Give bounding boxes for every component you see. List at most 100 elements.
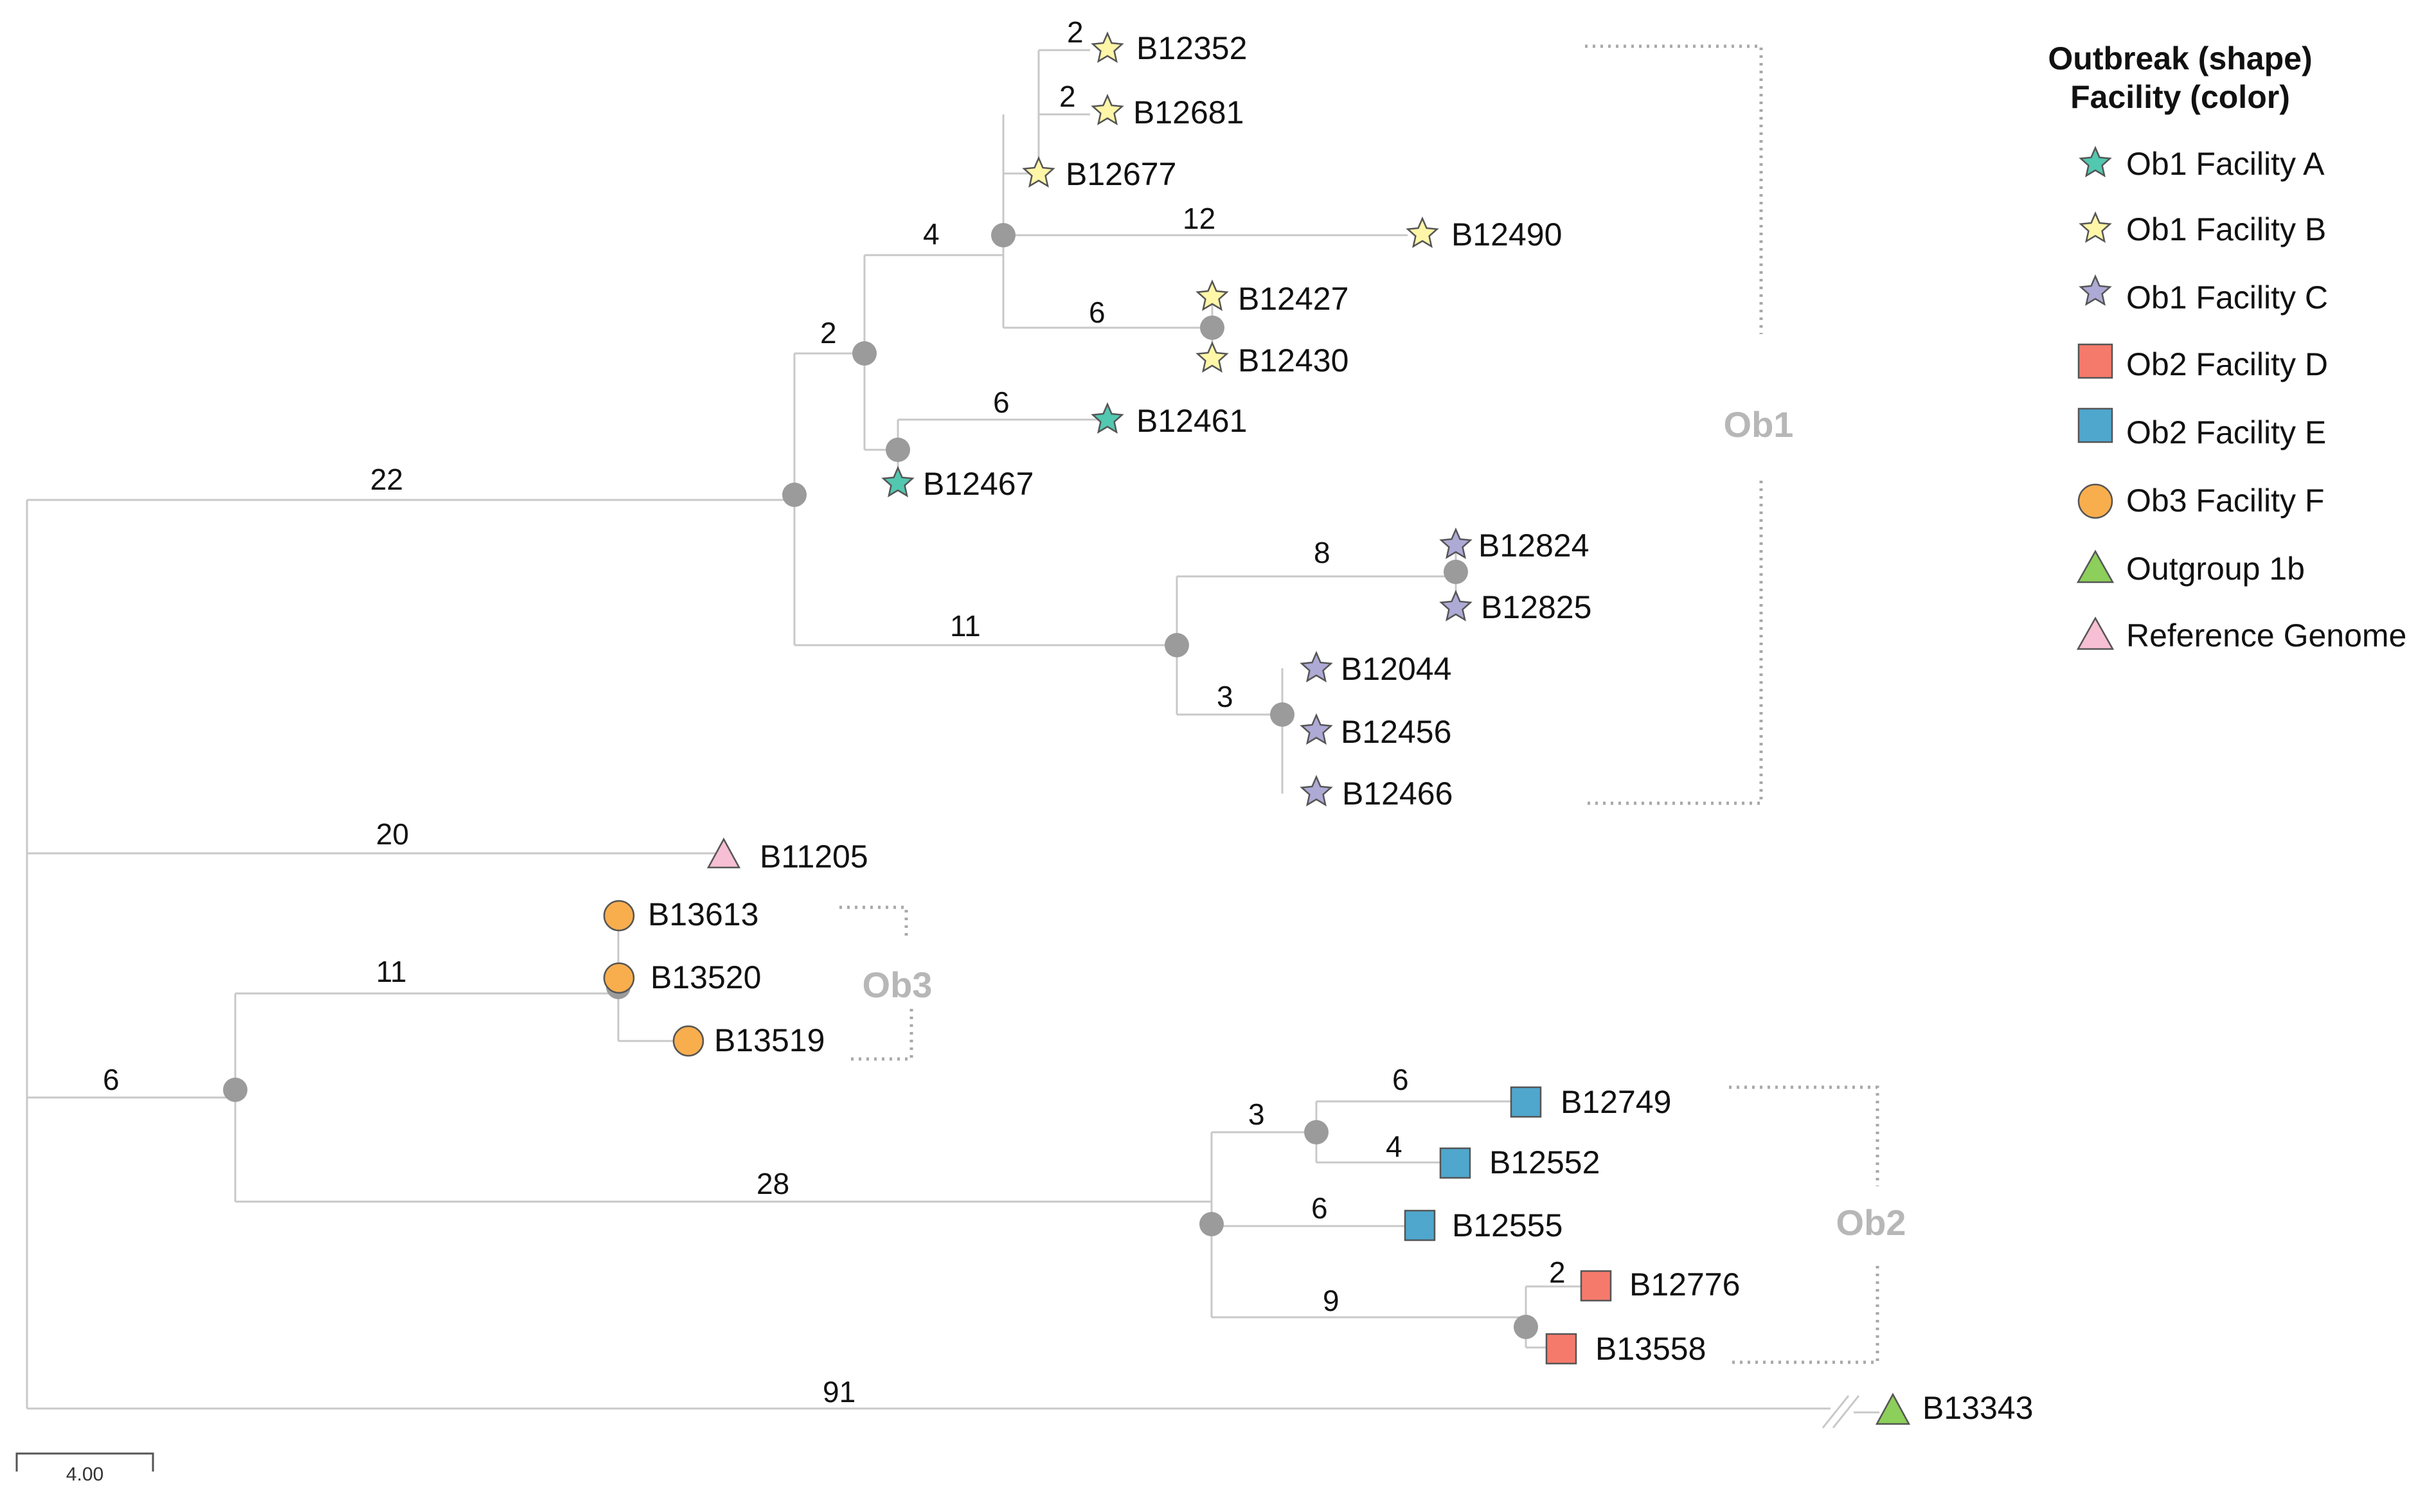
tree-node (223, 1078, 247, 1102)
legend-triangle-marker (2076, 549, 2115, 583)
circle-marker (603, 900, 635, 932)
branch-length-labels: 2 2 4 12 6 2 6 22 8 11 3 20 11 6 6 3 4 2… (103, 15, 1566, 1409)
branch-length: 2 (1059, 80, 1076, 113)
branch-length: 12 (1183, 202, 1215, 235)
branch-length: 11 (950, 609, 981, 643)
legend-label: Ob1 Facility C (2126, 280, 2328, 316)
tip-label: B12555 (1452, 1207, 1563, 1243)
tree-node (1270, 702, 1294, 727)
tip-label: B12427 (1238, 281, 1348, 317)
tip-label: B12677 (1066, 156, 1176, 192)
tree-node (991, 223, 1016, 247)
tree-node (1200, 316, 1224, 340)
tip-label: B12044 (1341, 651, 1451, 687)
branch-length: 8 (1314, 536, 1330, 569)
tip-label: B12749 (1561, 1084, 1671, 1120)
circle-marker (672, 1025, 704, 1057)
square-marker (1439, 1147, 1471, 1179)
star-marker (1022, 156, 1055, 188)
legend-square-marker (2077, 407, 2113, 443)
branch-length: 6 (103, 1063, 120, 1096)
star-marker (1196, 341, 1229, 373)
tip-label: B12825 (1481, 589, 1591, 625)
star-marker (1091, 31, 1124, 63)
star-marker (1300, 650, 1333, 682)
tree-node (1199, 1212, 1224, 1236)
square-marker (1580, 1270, 1612, 1302)
square-marker (1545, 1333, 1577, 1365)
branch-length: 91 (823, 1375, 855, 1409)
legend-star-marker (2079, 274, 2112, 306)
scale-bar: 4.00 (15, 1452, 154, 1485)
group-label-ob2: Ob2 (1836, 1202, 1906, 1243)
tip-label: B12776 (1629, 1267, 1740, 1303)
branch-length: 22 (370, 463, 403, 496)
tip-label: B12490 (1451, 217, 1562, 253)
branch-length: 6 (1089, 296, 1106, 329)
outbreak-brackets: Ob1 Ob3 Ob2 (839, 44, 1906, 1364)
tree-node (782, 483, 807, 507)
tree-node (1444, 560, 1468, 584)
legend-star-marker (2079, 211, 2112, 243)
star-marker (1196, 279, 1229, 311)
branch-length: 2 (1067, 15, 1084, 49)
tip-label: B13343 (1922, 1390, 2033, 1426)
legend-label: Ob3 Facility F (2126, 483, 2324, 519)
legend-title-line1: Outbreak (shape) (2048, 40, 2312, 76)
tip-markers (603, 31, 1911, 1425)
branch-length: 20 (376, 817, 409, 851)
square-marker (1510, 1086, 1542, 1118)
tree-node (852, 341, 877, 366)
triangle-marker (1875, 1392, 1911, 1425)
branch-length: 4 (923, 217, 940, 251)
star-marker (1091, 402, 1124, 434)
square-marker (1404, 1209, 1436, 1241)
legend-square-marker (2077, 343, 2113, 379)
legend-title-line2: Facility (color) (2070, 79, 2290, 115)
star-marker (1406, 216, 1439, 248)
tip-label: B13558 (1595, 1331, 1706, 1367)
legend-label: Outgroup 1b (2126, 551, 2305, 587)
branch-length: 2 (1549, 1256, 1566, 1289)
internal-nodes (223, 223, 1538, 1339)
legend-label: Reference Genome (2126, 618, 2406, 654)
tree-node (1304, 1120, 1329, 1144)
tip-label: B12352 (1136, 30, 1247, 66)
branch-length: 6 (1311, 1191, 1328, 1225)
branch-length: 28 (757, 1167, 789, 1200)
tip-label: B12824 (1478, 528, 1589, 564)
legend: Outbreak (shape) Facility (color) Ob1 Fa… (2048, 40, 2406, 654)
group-label-ob3: Ob3 (863, 965, 933, 1005)
tip-label: B13520 (650, 959, 761, 995)
tip-label: B11205 (760, 839, 868, 875)
star-marker (1300, 774, 1333, 806)
group-label-ob1: Ob1 (1724, 404, 1794, 445)
circle-marker (603, 962, 635, 994)
branch-length: 4 (1386, 1130, 1402, 1163)
legend-label: Ob2 Facility E (2126, 414, 2326, 450)
branch-length: 9 (1323, 1284, 1339, 1317)
legend-triangle-marker (2076, 616, 2115, 650)
star-marker (1439, 527, 1473, 559)
branch-length: 2 (820, 316, 837, 350)
tip-label: B13613 (648, 896, 758, 932)
tree-branches (26, 49, 1879, 1428)
star-marker (881, 465, 915, 497)
tree-node (886, 438, 910, 462)
branch-length: 3 (1248, 1098, 1265, 1131)
branch-length: 6 (1392, 1063, 1409, 1096)
tree-node (1165, 633, 1189, 657)
tip-label: B12461 (1136, 403, 1247, 439)
legend-label: Ob1 Facility B (2126, 211, 2326, 247)
star-marker (1300, 713, 1333, 745)
star-marker (1091, 93, 1124, 125)
triangle-marker (706, 837, 741, 869)
tree-node (1514, 1315, 1538, 1339)
legend-circle-marker (2077, 483, 2113, 519)
scale-bar-label: 4.00 (66, 1464, 103, 1485)
branch-length: 11 (376, 955, 407, 988)
tip-label: B12467 (923, 466, 1034, 502)
star-marker (1439, 589, 1473, 621)
tip-label: B13519 (714, 1022, 825, 1058)
